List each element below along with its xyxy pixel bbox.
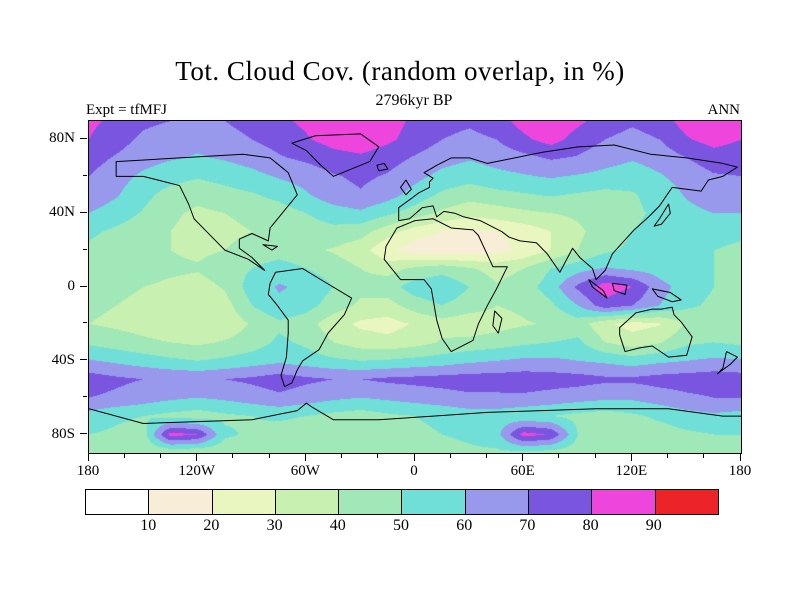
lon-major-tick xyxy=(304,454,306,461)
experiment-label: Expt = tfMFJ xyxy=(86,102,167,118)
lon-minor-tick xyxy=(268,454,270,458)
colorbar-cell xyxy=(339,490,403,514)
lon-minor-tick xyxy=(594,454,596,458)
colorbar-tick-label: 20 xyxy=(203,517,220,534)
colorbar-tick-label: 70 xyxy=(519,517,536,534)
colorbar-cell xyxy=(212,490,276,514)
coastline-africa xyxy=(384,219,507,352)
lat-tick-label: 80N xyxy=(49,130,75,147)
coastline-greenland xyxy=(292,134,379,176)
lon-minor-tick xyxy=(377,454,379,458)
lon-minor-tick xyxy=(159,454,161,458)
colorbar-cell xyxy=(529,490,593,514)
season-label: ANN xyxy=(707,102,741,118)
colorbar-tick-label: 30 xyxy=(266,517,283,534)
colorbar-tick-label: 80 xyxy=(582,517,599,534)
lon-minor-tick xyxy=(667,454,669,458)
lon-tick-label: 60E xyxy=(510,463,535,479)
colorbar-cell xyxy=(275,490,340,514)
lat-tick-label: 40N xyxy=(49,204,75,221)
lat-major-tick xyxy=(80,137,87,139)
lon-minor-tick xyxy=(703,454,705,458)
lon-major-tick xyxy=(522,454,524,461)
lon-major-tick xyxy=(87,454,89,461)
lat-tick-label: 0 xyxy=(67,278,76,294)
lat-major-tick xyxy=(80,211,87,213)
lon-tick-label: 120E xyxy=(615,463,648,479)
coastline-japan xyxy=(654,204,670,226)
coastline-eurasia xyxy=(399,145,738,280)
lon-minor-tick xyxy=(232,454,234,458)
lon-major-tick xyxy=(196,454,198,461)
lat-major-tick xyxy=(80,359,87,361)
map-frame xyxy=(88,120,742,454)
plot-title: Tot. Cloud Cov. (random overlap, in %) xyxy=(175,56,625,86)
lat-minor-tick xyxy=(83,322,87,324)
lat-minor-tick xyxy=(83,396,87,398)
lon-minor-tick xyxy=(341,454,343,458)
lon-major-tick xyxy=(413,454,415,461)
colorbar-tick-label: 90 xyxy=(645,517,662,534)
lon-tick-label: 180 xyxy=(76,463,100,479)
colorbar-tick-label: 60 xyxy=(456,517,473,534)
lon-tick-label: 0 xyxy=(410,463,418,479)
cloud-cover-field xyxy=(89,121,741,453)
colorbar-tick-label: 50 xyxy=(393,517,409,534)
coastline-new-guinea xyxy=(652,289,681,302)
coastline-iceland xyxy=(377,163,388,170)
lon-major-tick xyxy=(630,454,632,461)
lat-major-tick xyxy=(80,285,87,287)
lat-minor-tick xyxy=(83,174,87,176)
lon-minor-tick xyxy=(123,454,125,458)
lon-tick-label: 180 xyxy=(728,463,752,479)
colorbar-tick-label: 10 xyxy=(140,517,157,534)
coastline-antarctica xyxy=(89,403,741,423)
coastline-north-america xyxy=(116,154,297,270)
colorbar-cell xyxy=(655,490,718,514)
lon-minor-tick xyxy=(558,454,560,458)
lat-tick-label: 80S xyxy=(51,425,75,442)
coastlines-overlay xyxy=(89,121,741,453)
colorbar-cell xyxy=(465,490,530,514)
colorbar-cell xyxy=(402,490,466,514)
lon-minor-tick xyxy=(449,454,451,458)
lat-major-tick xyxy=(80,433,87,435)
colorbar-tick-label: 40 xyxy=(329,517,346,534)
coastline-united-kingdom xyxy=(401,180,412,195)
colorbar-cell xyxy=(86,490,150,514)
colorbar-cell xyxy=(592,490,656,514)
lon-major-tick xyxy=(739,454,741,461)
lat-minor-tick xyxy=(83,248,87,250)
coastline-cuba xyxy=(263,245,277,251)
coastline-sumatra xyxy=(589,280,607,298)
coastline-australia xyxy=(620,307,692,357)
colorbar xyxy=(85,489,719,515)
coastline-madagascar xyxy=(493,311,502,333)
plot-subtitle: 2796kyr BP xyxy=(375,92,453,109)
coastline-new-zealand xyxy=(717,352,737,374)
coastline-borneo xyxy=(612,283,626,294)
lat-tick-label: 40S xyxy=(51,351,75,368)
lon-tick-label: 120W xyxy=(178,463,215,479)
lon-minor-tick xyxy=(485,454,487,458)
coastline-south-america xyxy=(268,269,351,387)
lon-tick-label: 60W xyxy=(290,463,320,479)
colorbar-cell xyxy=(149,490,213,514)
